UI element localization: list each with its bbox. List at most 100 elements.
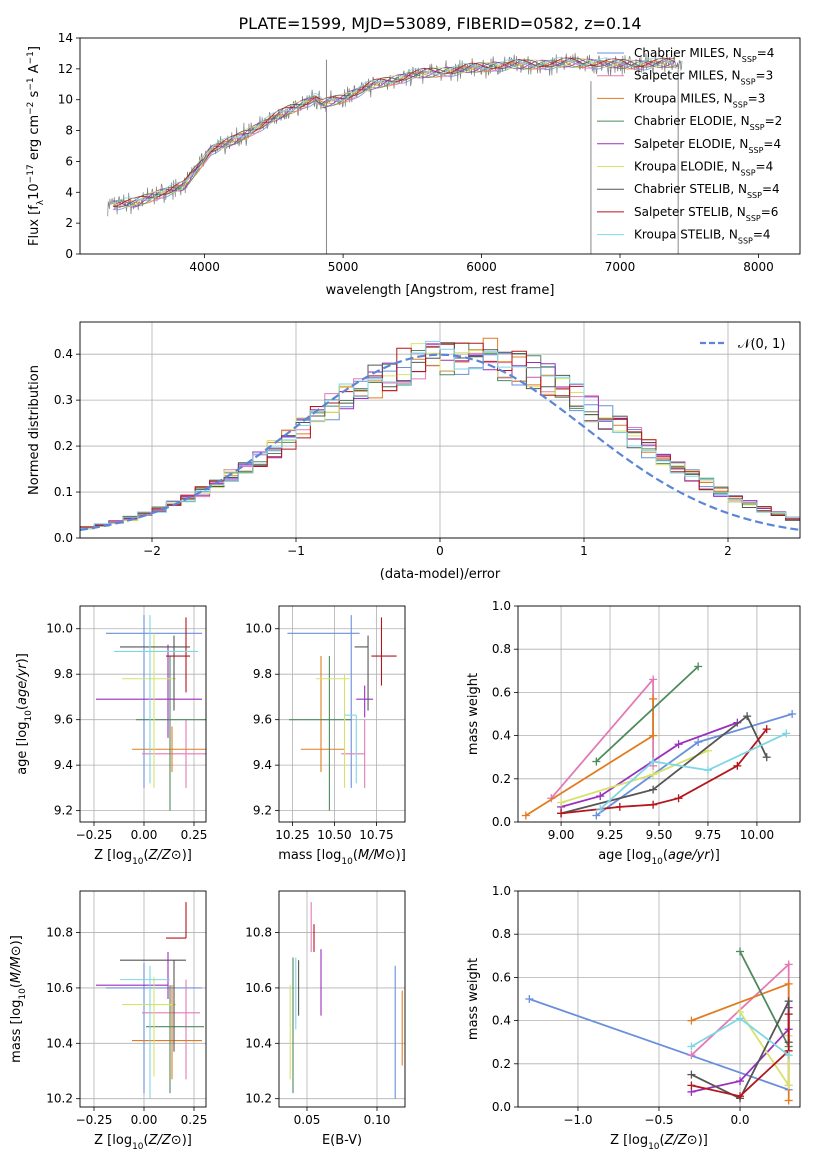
label-part: Z/Z⊙	[148, 1133, 182, 1148]
axes-frame	[79, 605, 207, 823]
x-tick-label: 4000	[189, 260, 220, 274]
legend-entry-name: Kroupa STELIB, N	[634, 228, 738, 242]
x-tick-label: 6000	[466, 260, 497, 274]
y-tick-label: 10.6	[46, 981, 73, 995]
weight-line	[525, 698, 654, 817]
y-tick-label: 9.4	[54, 758, 73, 772]
plot-area	[96, 902, 204, 1099]
label-part: mass [	[9, 1019, 24, 1062]
legend-entry-name: Kroupa MILES, N	[634, 91, 733, 105]
label-part: age/yr	[668, 848, 711, 863]
x-tick-label: 10.00	[740, 828, 774, 842]
y-tick-label: 9.8	[253, 667, 272, 681]
weight-line	[739, 951, 790, 1047]
y-tick-label: 9.6	[253, 713, 272, 727]
label-part: Z [	[94, 848, 112, 863]
model-spectrum-line	[113, 58, 676, 208]
y-tick-label: 10.4	[46, 1036, 73, 1050]
label-part: (	[144, 848, 149, 863]
label-part: age [	[15, 741, 30, 774]
legend-entry-subscript: SSP	[742, 55, 757, 64]
y-tick-label: 0.4	[492, 1014, 511, 1028]
x-tick-label: 0.0	[730, 1113, 749, 1127]
y-tick-label: 14	[58, 31, 73, 45]
label-part: Z/Z⊙	[148, 848, 182, 863]
label-part: log	[112, 848, 132, 863]
model-spectrum-line	[113, 58, 675, 208]
label-part: (	[663, 848, 668, 863]
label-part: 10	[24, 710, 34, 722]
x-tick-label: 0.05	[294, 1113, 321, 1127]
weight-line	[560, 721, 738, 808]
y-tick-label: 10.8	[46, 926, 73, 940]
x-tick-label: −1	[287, 544, 305, 558]
label-part: log	[15, 722, 30, 742]
label-part: log	[9, 1000, 24, 1020]
label-part: log	[628, 1133, 648, 1148]
x-axis-label: Z [log10(Z/Z⊙)]	[610, 1133, 708, 1152]
x-axis-label: Z [log10(Z/Z⊙)]	[94, 848, 192, 867]
legend-entry-count: =4	[762, 182, 780, 196]
y-tick-label: 10.4	[245, 1036, 272, 1050]
y-tick-label: 0.4	[492, 729, 511, 743]
y-tick-label: 0	[65, 247, 73, 261]
plot-area	[289, 902, 403, 1099]
x-tick-label: −0.25	[76, 828, 113, 842]
figure-title: PLATE=1599, MJD=53089, FIBERID=0582, z=0…	[238, 14, 641, 33]
axes-frame	[517, 605, 801, 823]
y-tick-label: 2	[65, 216, 73, 230]
legend-entry-name: Salpeter STELIB, N	[634, 205, 746, 219]
label-part: Z/Z⊙	[664, 1133, 698, 1148]
y-tick-label: 10.2	[46, 1092, 73, 1106]
weight-line	[560, 714, 768, 815]
weight-line	[550, 676, 654, 799]
legend-entry-subscript: SSP	[750, 123, 765, 132]
x-tick-label: 9.50	[646, 828, 673, 842]
x-tick-label: 9.75	[695, 828, 722, 842]
x-axis-label: wavelength [Angstrom, rest frame]	[326, 283, 555, 298]
label-part: 10	[651, 857, 663, 867]
label-part: Z [	[610, 1133, 628, 1148]
residual-histogram-panel: −2 −1 0 1 2 0.0 0.1 0.2 0.3 0.4 (data-model)/error…	[27, 321, 801, 582]
legend-entry-count: =4	[763, 137, 781, 151]
legend-entry-name: Kroupa ELODIE, N	[634, 160, 741, 174]
weight-line	[691, 1014, 790, 1098]
y-tick-label: 9.2	[54, 804, 73, 818]
axes-frame	[79, 37, 801, 255]
x-tick-label: 7000	[605, 260, 636, 274]
y-axis-label-part: erg cm	[27, 115, 42, 164]
weight-line	[561, 728, 768, 815]
y-tick-label: 1.0	[492, 599, 511, 613]
x-tick-label: 0.00	[131, 1113, 158, 1127]
x-tick-label: −0.25	[76, 1113, 113, 1127]
label-part: log	[322, 848, 342, 863]
model-spectrum-line	[112, 57, 675, 205]
legend-entry: Chabrier ELODIE, NSSP=2	[634, 114, 782, 132]
y-axis-label: mass [log10(M/M⊙)]	[9, 935, 28, 1063]
y-tick-label: 0.0	[54, 531, 73, 545]
plot-area	[521, 662, 797, 820]
legend-entry-subscript: SSP	[741, 77, 756, 86]
x-axis-label: age [log10(age/yr)]	[598, 848, 720, 867]
y-tick-label: 0.8	[492, 927, 511, 941]
label-part: 10	[132, 1142, 144, 1152]
y-tick-label: 0.3	[54, 393, 73, 407]
label-part: 10	[18, 988, 28, 1000]
legend-entry: Kroupa MILES, NSSP=3	[634, 91, 765, 109]
y-tick-label: 6	[65, 154, 73, 168]
mass-vs-extinction-panel: 0.05 0.10 10.2 10.4 10.6 10.8 E(B-V)	[245, 890, 406, 1148]
legend-entry-count: =4	[753, 228, 771, 242]
weight-line	[595, 665, 699, 763]
x-tick-label: 9.00	[548, 828, 575, 842]
x-axis-label: mass [log10(M/M⊙)]	[278, 848, 406, 867]
x-tick-label: 10.75	[359, 828, 393, 842]
label-part: M/M⊙	[9, 945, 24, 983]
legend-entry-subscript: SSP	[741, 168, 756, 177]
weight-line	[599, 732, 787, 810]
y-tick-label: 10.8	[245, 926, 272, 940]
label-part: (	[144, 1133, 149, 1148]
y-axis-label: Normed distribution	[27, 365, 42, 495]
y-axis-label-part: s	[27, 90, 42, 101]
y-tick-label: 1.0	[492, 884, 511, 898]
